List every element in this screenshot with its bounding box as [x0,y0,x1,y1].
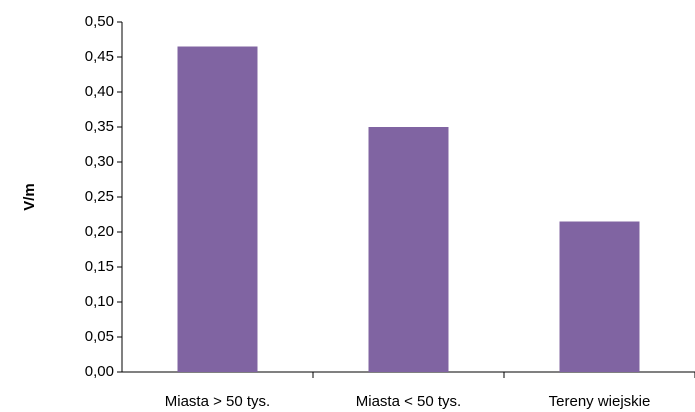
x-tick-label: Miasta > 50 tys. [165,393,270,410]
bar [177,46,258,372]
y-tick-label: 0,20 [85,223,114,240]
bar [559,221,640,372]
x-tick-label: Miasta < 50 tys. [356,393,461,410]
y-tick-label: 0,10 [85,293,114,310]
x-tick-label: Tereny wiejskie [549,393,651,410]
y-tick-label: 0,45 [85,48,114,65]
y-tick-label: 0,30 [85,153,114,170]
y-tick-label: 0,05 [85,328,114,345]
y-tick-label: 0,15 [85,258,114,275]
y-tick-label: 0,25 [85,188,114,205]
y-axis-label: V/m [21,183,38,211]
y-tick-label: 0,35 [85,118,114,135]
y-tick-label: 0,00 [85,363,114,380]
bar [368,127,449,372]
y-tick-label: 0,40 [85,83,114,100]
y-tick-label: 0,50 [85,13,114,30]
